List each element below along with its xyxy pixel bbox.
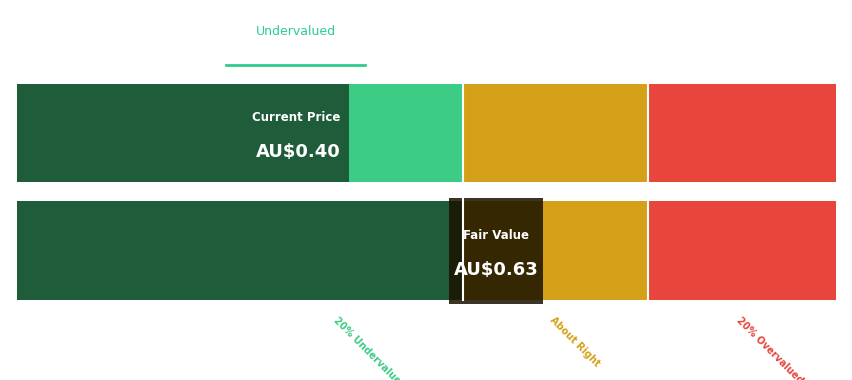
Bar — [463, 84, 647, 182]
Text: 20% Undervalued: 20% Undervalued — [331, 315, 406, 380]
Text: AU$0.63: AU$0.63 — [453, 261, 538, 279]
Bar — [647, 84, 835, 182]
Bar — [449, 198, 543, 304]
Text: AU$0.40: AU$0.40 — [255, 143, 340, 161]
Text: Undervalued: Undervalued — [255, 25, 335, 38]
Bar — [463, 201, 647, 300]
Bar — [17, 201, 463, 300]
Bar — [17, 201, 463, 300]
Text: Fair Value: Fair Value — [463, 229, 529, 242]
Bar — [647, 201, 835, 300]
Text: Current Price: Current Price — [251, 111, 340, 124]
Bar — [17, 84, 463, 182]
Text: About Right: About Right — [548, 315, 602, 369]
Text: 20% Overvalued: 20% Overvalued — [734, 315, 804, 380]
Bar — [17, 84, 348, 182]
